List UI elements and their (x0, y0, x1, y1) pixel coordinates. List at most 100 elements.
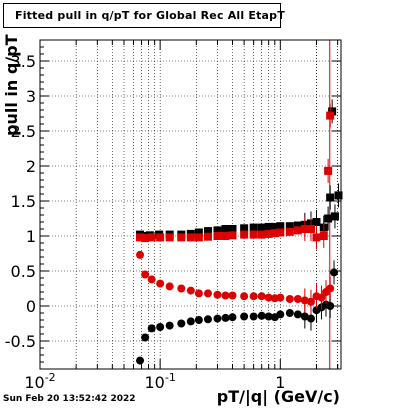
point-series-1 (194, 316, 203, 324)
y-tick-label: -0.5 (5, 332, 36, 351)
point-series-2 (324, 166, 333, 175)
point-series-3 (300, 296, 309, 305)
point-series-1 (177, 319, 186, 328)
point-series-3 (194, 289, 203, 298)
y-tick-label: 1.5 (11, 192, 36, 211)
grid-lines (39, 40, 341, 369)
point-series-2 (136, 233, 145, 242)
point-series-0 (264, 222, 273, 231)
point-series-3 (228, 291, 237, 300)
point-series-1 (213, 314, 222, 323)
point-series-1 (330, 268, 339, 277)
point-series-0 (203, 227, 212, 236)
y-tick-label: 1 (26, 227, 36, 246)
point-series-2 (326, 111, 335, 120)
point-series-2 (141, 234, 150, 243)
point-series-1 (285, 309, 294, 317)
point-series-2 (306, 225, 315, 233)
point-series-2 (312, 233, 321, 242)
y-tick-label: 0.5 (11, 262, 36, 281)
point-series-2 (293, 226, 302, 235)
point-series-1 (264, 312, 273, 321)
point-series-0 (240, 224, 249, 233)
point-series-0 (270, 222, 279, 231)
point-series-2 (270, 229, 279, 238)
point-series-3 (177, 284, 186, 293)
point-series-1 (257, 311, 266, 320)
x-tick-label: 1 (275, 373, 285, 392)
y-tick-label: 2.5 (11, 122, 36, 141)
point-series-3 (156, 279, 165, 288)
point-series-0 (312, 218, 321, 226)
point-series-3 (221, 291, 230, 300)
point-series-2 (257, 230, 266, 239)
point-series-3 (203, 289, 212, 298)
point-series-1 (293, 310, 302, 319)
point-series-0 (194, 228, 203, 237)
chart-title: Fitted pull in q/pT for Global Rec All E… (15, 9, 285, 22)
point-series-2 (319, 232, 328, 240)
point-series-2 (194, 233, 203, 242)
point-series-0 (330, 212, 339, 221)
point-series-3 (249, 292, 258, 301)
point-series-0 (257, 223, 266, 232)
point-series-3 (136, 250, 145, 259)
point-series-1 (300, 312, 309, 321)
point-series-3 (147, 275, 156, 284)
point-series-3 (213, 290, 222, 299)
point-series-2 (213, 232, 222, 240)
point-series-1 (136, 356, 145, 365)
point-series-0 (285, 222, 294, 231)
point-series-1 (141, 333, 150, 342)
point-series-1 (240, 312, 249, 321)
plot-frame (39, 39, 342, 370)
point-series-3 (276, 293, 285, 302)
point-series-0 (221, 225, 230, 233)
x-tick-label: 10-2 (24, 371, 55, 392)
point-series-3 (317, 293, 326, 302)
point-series-2 (177, 233, 186, 242)
point-series-1 (306, 314, 315, 323)
axes: -0.5 0 0.5 1 1.5 2 2.5 3 3.5 10-2 10-1 1 (5, 40, 341, 392)
point-series-1 (276, 310, 285, 319)
point-series-2 (156, 233, 165, 242)
point-series-2 (285, 227, 294, 236)
x-axis-label: pT/|q| (GeV/c) (216, 387, 340, 406)
point-series-2 (203, 232, 212, 241)
point-series-1 (326, 302, 335, 310)
point-series-3 (186, 286, 195, 295)
data-points (136, 40, 343, 369)
y-tick-label: 2 (26, 157, 36, 176)
x-tick-label: 10-1 (144, 371, 175, 392)
point-series-2 (186, 233, 195, 242)
point-series-2 (240, 230, 249, 239)
title-box: Fitted pull in q/pT for Global Rec All E… (3, 3, 285, 28)
point-series-3 (165, 282, 174, 291)
point-series-2 (300, 225, 309, 233)
point-series-0 (326, 193, 335, 202)
point-series-3 (264, 293, 273, 302)
point-series-1 (249, 312, 258, 321)
y-tick-label: 0 (26, 297, 36, 316)
point-series-2 (147, 233, 156, 242)
point-series-1 (221, 313, 230, 322)
point-series-0 (334, 191, 343, 200)
y-tick-label: 3 (26, 87, 36, 106)
point-series-1 (156, 323, 165, 331)
point-series-3 (306, 297, 315, 306)
point-series-1 (165, 321, 174, 330)
point-series-3 (257, 292, 266, 301)
point-series-0 (228, 225, 237, 233)
point-series-2 (228, 231, 237, 240)
point-series-3 (285, 295, 294, 303)
point-series-2 (264, 229, 273, 238)
point-series-0 (276, 222, 285, 231)
point-series-2 (249, 230, 258, 239)
point-series-3 (293, 295, 302, 303)
point-series-0 (213, 226, 222, 235)
point-series-2 (276, 228, 285, 237)
timestamp: Sun Feb 20 13:52:42 2022 (3, 394, 136, 404)
point-series-3 (141, 270, 150, 279)
point-series-1 (203, 315, 212, 324)
